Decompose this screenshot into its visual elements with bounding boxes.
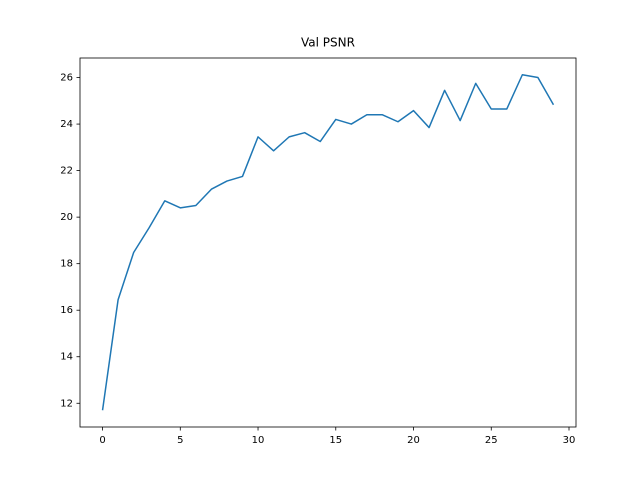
y-tick-label: 16	[60, 305, 73, 316]
y-tick-label: 18	[60, 259, 73, 270]
y-tick-label: 26	[60, 73, 73, 84]
x-tick-label: 15	[329, 435, 342, 446]
axes-frame	[79, 57, 577, 428]
x-tick-label: 25	[485, 435, 498, 446]
y-tick-label: 24	[60, 119, 73, 130]
chart-title: Val PSNR	[301, 36, 355, 50]
y-tick-label: 14	[60, 352, 73, 363]
y-tick-label: 20	[60, 212, 73, 223]
x-tick-label: 0	[99, 435, 105, 446]
y-tick-label: 12	[60, 398, 73, 409]
x-tick-label: 20	[407, 435, 420, 446]
x-tick-label: 30	[563, 435, 576, 446]
y-tick-label: 22	[60, 166, 73, 177]
line	[101, 74, 555, 411]
x-tick-label: 10	[252, 435, 265, 446]
x-tick-label: 5	[177, 435, 183, 446]
